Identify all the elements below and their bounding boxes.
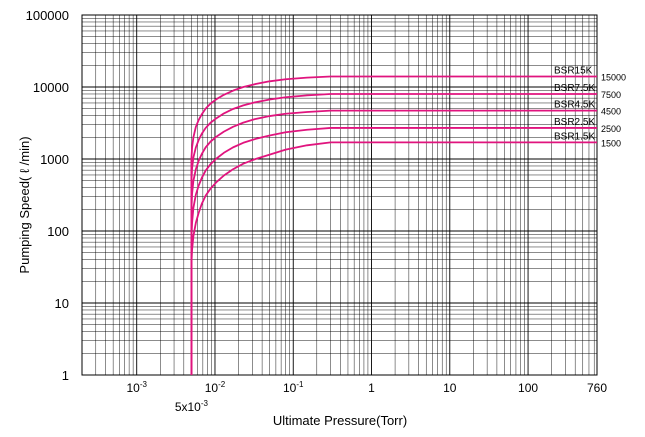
x-tick-label: 10-1 — [283, 380, 304, 395]
y-tick-label: 10000 — [33, 80, 69, 95]
y-tick-label: 100 — [47, 224, 69, 239]
series-line — [190, 127, 597, 375]
series-value-label: 15000 — [601, 72, 626, 82]
tick-exponent: -3 — [140, 380, 148, 389]
plot-frame — [81, 14, 598, 376]
y-axis-ticks: 1 10 100 1000 10000 100000 — [26, 8, 69, 383]
series-line — [190, 93, 597, 375]
x-tick-label: 1 — [368, 381, 375, 395]
tick-exponent: -1 — [296, 380, 304, 389]
series-name-label: BSR15K — [554, 65, 593, 76]
tick-base: 10 — [205, 381, 219, 395]
series-labels: BSR15K 15000 BSR7.5K 7500 BSR4.5K 4500 BSR2.5K… — [554, 65, 626, 148]
y-tick-label: 1000 — [40, 152, 69, 167]
y-tick-label: 10 — [55, 296, 69, 311]
y-tick-label: 100000 — [26, 8, 69, 23]
series-name-label: BSR2.5K — [554, 117, 595, 128]
tick-base: 10 — [126, 381, 140, 395]
x-tick-label: 10 — [443, 381, 457, 395]
series-name-label: BSR4.5K — [554, 100, 595, 111]
series-value-label: 7500 — [601, 90, 621, 100]
series-name-label: BSR7.5K — [554, 83, 595, 94]
series-name-label: BSR1.5K — [554, 131, 595, 142]
series-line — [190, 109, 597, 375]
series-lines — [190, 75, 597, 375]
x-tick-label: 100 — [518, 381, 538, 395]
series-value-label: 2500 — [601, 124, 621, 134]
chart-grid — [81, 14, 598, 376]
tick-exponent: -2 — [218, 380, 226, 389]
series-value-label: 1500 — [601, 138, 621, 148]
x-tick-label: 760 — [587, 381, 607, 395]
x-tick-label: 10-2 — [205, 380, 226, 395]
x-axis-label: Ultimate Pressure(Torr) — [273, 413, 407, 428]
series-line — [190, 75, 597, 375]
series-line — [190, 141, 597, 375]
x-tick-label: 10-3 — [126, 380, 147, 395]
tick-base: 5x10 — [175, 400, 201, 414]
y-tick-label: 1 — [62, 368, 69, 383]
y-axis-label: Pumping Speed( ℓ /min) — [17, 136, 32, 273]
x-extra-tick-label: 5x10-3 — [175, 399, 209, 414]
tick-exponent: -3 — [201, 399, 209, 408]
series-value-label: 4500 — [601, 107, 621, 117]
tick-base: 10 — [283, 381, 297, 395]
